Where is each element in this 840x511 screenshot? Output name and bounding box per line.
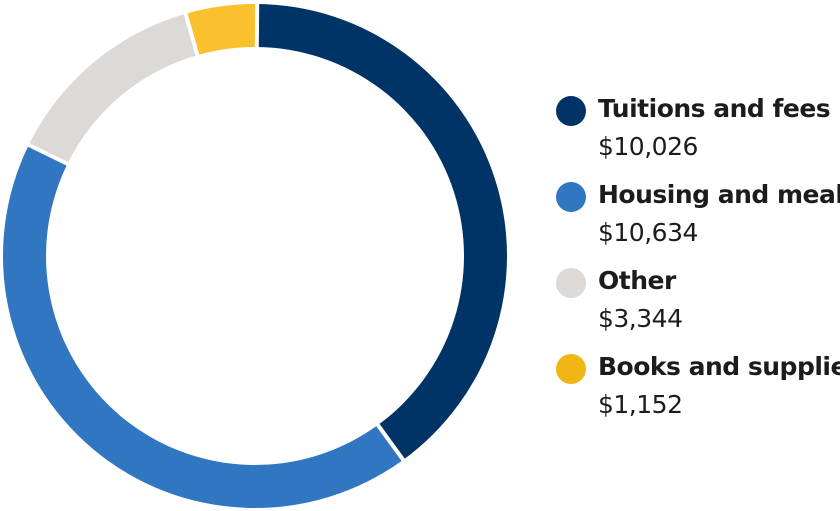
legend-value-housing: $10,634 [598, 218, 698, 247]
donut-slice-books-and-supplies [185, 4, 258, 56]
legend-swatch-books [556, 354, 586, 384]
legend-swatch-housing [556, 182, 586, 212]
legend-value-tuition: $10,026 [598, 132, 698, 161]
slice-separator-1 [375, 422, 406, 463]
chart-legend: Tuitions and fees $10,026 Housing and me… [556, 92, 840, 436]
slice-separator-2 [26, 142, 71, 167]
legend-item-tuition: Tuitions and fees $10,026 [556, 92, 840, 178]
legend-label-tuition: Tuitions and fees [598, 94, 831, 123]
legend-swatch-other [556, 268, 586, 298]
legend-label-housing: Housing and meals [598, 180, 840, 209]
donut-slice-tuitions-and-fees [256, 4, 507, 460]
donut-slice-housing-and-meals [2, 144, 404, 509]
legend-value-other: $3,344 [598, 304, 683, 333]
legend-label-other: Other [598, 266, 676, 295]
legend-swatch-tuition [556, 96, 586, 126]
donut-chart [2, 4, 507, 509]
legend-item-housing: Housing and meals $10,634 [556, 178, 840, 264]
donut-slice-other [28, 13, 198, 164]
legend-label-books: Books and supplies [598, 352, 840, 381]
legend-item-other: Other $3,344 [556, 264, 840, 350]
slice-separator-3 [183, 11, 200, 58]
legend-value-books: $1,152 [598, 390, 683, 419]
legend-item-books: Books and supplies $1,152 [556, 350, 840, 436]
